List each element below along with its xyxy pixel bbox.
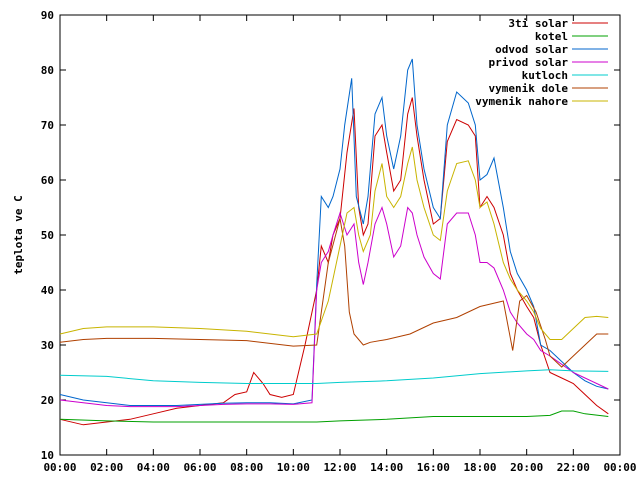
x-tick-label: 08:00 (230, 461, 263, 474)
y-tick-label: 50 (41, 229, 54, 242)
x-tick-label: 22:00 (557, 461, 590, 474)
legend-label: 3ti solar (508, 17, 568, 30)
series-line (59, 146, 609, 340)
series-line (59, 218, 609, 368)
y-axis-label: teplota ve C (12, 195, 25, 274)
y-tick-label: 40 (41, 284, 54, 297)
x-tick-label: 02:00 (90, 461, 123, 474)
legend-label: vymenik nahore (475, 95, 568, 108)
y-axis: 10 20 30 40 50 60 70 80 90 (41, 9, 620, 462)
legend-label: odvod solar (495, 43, 568, 56)
series-line (59, 97, 609, 426)
x-tick-label: 16:00 (417, 461, 450, 474)
x-tick-label: 00:00 (43, 461, 76, 474)
y-tick-label: 20 (41, 394, 54, 407)
legend-label: kotel (535, 30, 568, 43)
legend-label: vymenik dole (489, 82, 569, 95)
y-tick-label: 90 (41, 9, 54, 22)
legend-label: privod solar (489, 56, 569, 69)
y-tick-label: 10 (41, 449, 54, 462)
y-tick-label: 70 (41, 119, 54, 132)
x-tick-label: 06:00 (183, 461, 216, 474)
x-tick-label: 00:00 (603, 461, 636, 474)
y-tick-label: 80 (41, 64, 54, 77)
series-layer (59, 58, 609, 426)
series-line (59, 58, 609, 406)
series-line (59, 206, 609, 408)
x-tick-label: 18:00 (463, 461, 496, 474)
x-tick-label: 14:00 (370, 461, 403, 474)
series-line (59, 369, 609, 384)
y-tick-label: 30 (41, 339, 54, 352)
x-tick-label: 20:00 (510, 461, 543, 474)
legend-label: kutloch (522, 69, 568, 82)
x-axis: 00:00 02:00 04:00 06:00 08:00 10:00 12:00 14:00… (43, 15, 637, 474)
x-tick-label: 10:00 (277, 461, 310, 474)
y-tick-label: 60 (41, 174, 54, 187)
x-tick-label: 12:00 (323, 461, 356, 474)
series-line (59, 410, 609, 423)
x-tick-label: 04:00 (137, 461, 170, 474)
